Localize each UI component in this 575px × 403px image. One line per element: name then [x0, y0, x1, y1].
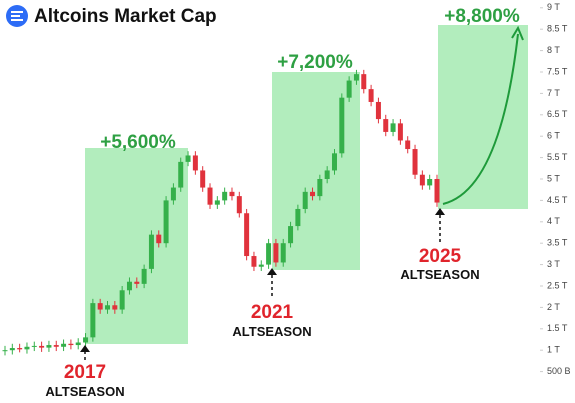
candle-body	[361, 74, 367, 90]
y-tick-label: 1 T	[547, 345, 560, 355]
candle-body	[266, 243, 272, 265]
candle-body	[434, 179, 440, 203]
candle-body	[251, 256, 257, 267]
y-tick-label: 8 T	[547, 45, 560, 55]
candle-body	[412, 149, 418, 175]
candle-body	[324, 170, 330, 179]
candle-body	[383, 119, 389, 132]
year-label: 2017	[64, 362, 106, 383]
y-tick-label: 500 B	[547, 366, 571, 376]
candle-body	[288, 226, 294, 244]
candle-body	[24, 346, 30, 350]
candle-body	[112, 305, 118, 310]
y-tick-label: 2 T	[547, 302, 560, 312]
candle-body	[178, 161, 184, 188]
y-tick-label: 5.5 T	[547, 152, 568, 162]
candle-body	[317, 179, 323, 197]
candle-body	[170, 187, 176, 201]
candle-body	[39, 345, 45, 348]
candle-body	[273, 243, 279, 263]
candle-body	[9, 348, 15, 351]
candle-body	[134, 281, 140, 284]
y-tick-label: 3.5 T	[547, 238, 568, 248]
candle-body	[331, 153, 337, 171]
candle-body	[46, 345, 52, 348]
pointer-arrows	[84, 212, 441, 360]
candle-body	[397, 123, 403, 141]
y-tick-label: 7 T	[547, 88, 560, 98]
candle-body	[310, 191, 316, 197]
y-tick-label: 6 T	[547, 131, 560, 141]
candle-body	[214, 200, 220, 205]
y-tick-label: 5 T	[547, 173, 560, 183]
candle-body	[192, 155, 198, 171]
candle-body	[280, 243, 286, 263]
candle-body	[90, 303, 96, 338]
candle-body	[75, 342, 81, 346]
y-tick-label: 6.5 T	[547, 109, 568, 119]
candle-body	[302, 191, 308, 209]
year-label: 2025	[419, 246, 462, 267]
annotation: +8,800%	[444, 6, 520, 27]
candle-body	[339, 97, 345, 154]
candle-body	[368, 89, 374, 102]
plot: 500 B 1 T 1.5 T 2 T 2.5 T 3 T 3.5 T 4 T 4.5 T 5 T…	[2, 2, 571, 376]
season-label: ALTSEASON	[45, 384, 124, 399]
candle-body	[353, 74, 359, 81]
pointer-heads	[80, 208, 445, 352]
candle-body	[258, 264, 264, 267]
candle-body	[61, 343, 67, 347]
candle-body	[419, 174, 425, 186]
candle-body	[200, 170, 206, 188]
candle-body	[346, 80, 352, 98]
y-tick-label: 7.5 T	[547, 66, 568, 76]
candle-body	[53, 345, 59, 347]
candle-body	[141, 268, 147, 284]
candle-body	[427, 179, 433, 186]
candle-body	[83, 337, 89, 343]
year-label: 2021	[251, 302, 294, 323]
candle-body	[105, 305, 111, 310]
annotation: +5,600%	[100, 132, 176, 153]
y-tick-label: 9 T	[547, 2, 560, 12]
range-box	[85, 148, 188, 344]
candle-body	[2, 350, 8, 352]
annotation: +7,200%	[277, 52, 353, 73]
candle-body	[163, 200, 169, 244]
y-tick-label: 4.5 T	[547, 195, 568, 205]
candle-body	[295, 208, 301, 227]
candle-body	[405, 140, 411, 150]
candle-body	[185, 155, 191, 162]
candle-body	[207, 187, 213, 205]
candle-body	[119, 290, 125, 310]
candle-body	[31, 345, 37, 347]
candle-body	[236, 196, 242, 214]
projection-curve	[442, 33, 519, 205]
candle-body	[156, 234, 162, 244]
y-tick-label: 1.5 T	[547, 323, 568, 333]
candle-body	[222, 191, 228, 201]
y-tick-label: 8.5 T	[547, 24, 568, 34]
arrow-head	[511, 25, 524, 41]
y-tick-label: 4 T	[547, 216, 560, 226]
range-box	[272, 72, 360, 270]
season-label: ALTSEASON	[232, 324, 311, 339]
y-tick-label: 2.5 T	[547, 280, 568, 290]
candle-body	[17, 348, 23, 350]
candle-body	[126, 281, 132, 291]
candle-body	[68, 343, 74, 346]
candle-body	[97, 303, 103, 310]
candle-body	[390, 123, 396, 132]
season-label: ALTSEASON	[400, 267, 479, 282]
chart-title: Altcoins Market Cap	[34, 6, 217, 27]
candle-body	[375, 101, 381, 120]
candle-body	[244, 213, 250, 257]
logo-mark	[11, 11, 23, 21]
y-tick-label: 3 T	[547, 259, 560, 269]
candle-body	[148, 234, 154, 269]
candle-body	[229, 191, 235, 197]
range-box	[438, 25, 528, 209]
